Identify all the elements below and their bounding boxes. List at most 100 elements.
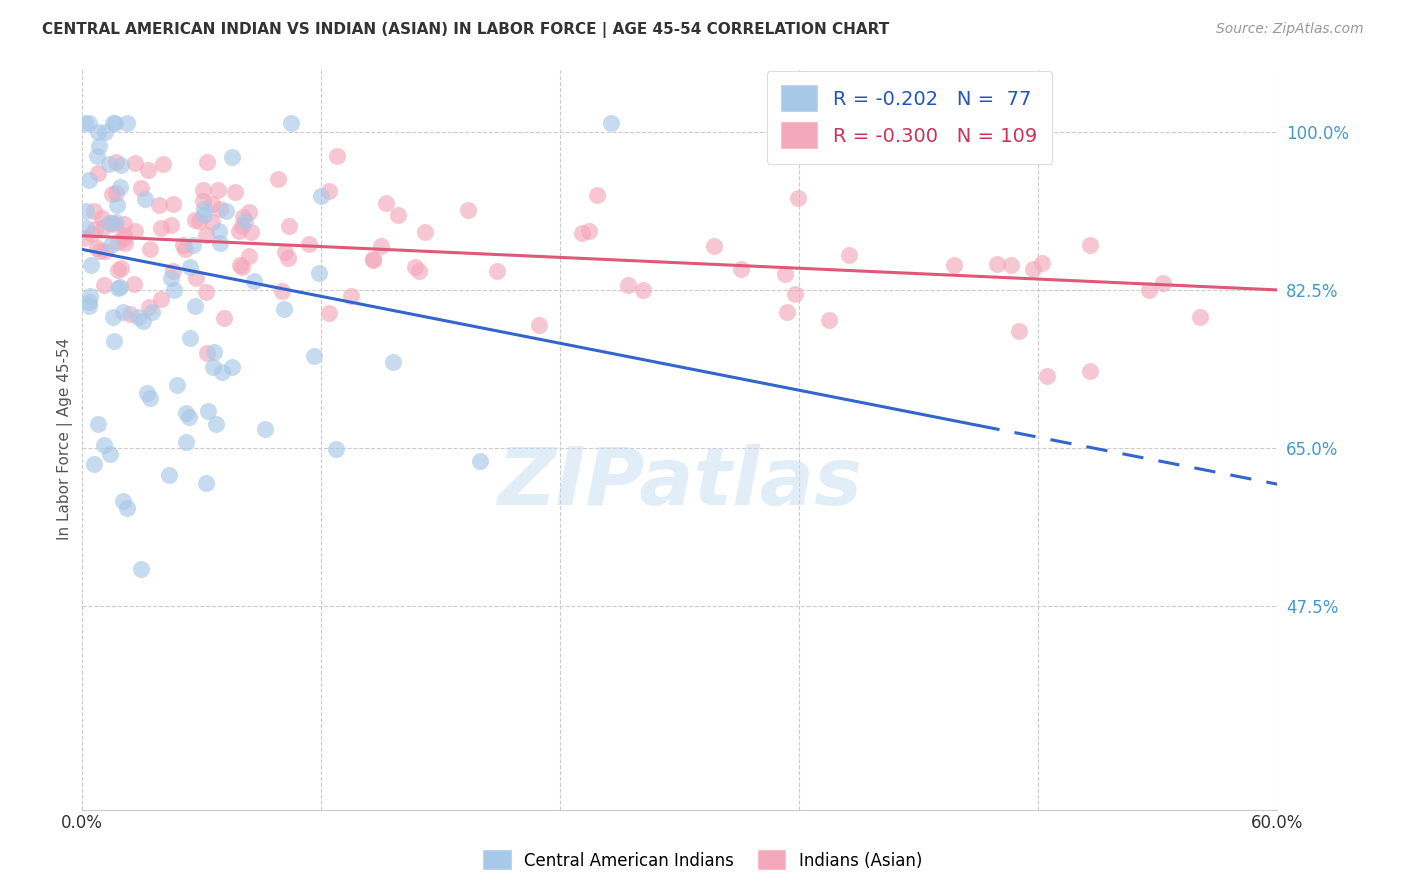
Text: CENTRAL AMERICAN INDIAN VS INDIAN (ASIAN) IN LABOR FORCE | AGE 45-54 CORRELATION: CENTRAL AMERICAN INDIAN VS INDIAN (ASIAN…	[42, 22, 890, 38]
Point	[404, 260, 426, 274]
Point	[585, 188, 607, 202]
Point	[160, 271, 183, 285]
Point	[72, 231, 94, 245]
Point	[1078, 364, 1101, 378]
Point	[93, 277, 115, 292]
Point	[75, 116, 97, 130]
Point	[194, 475, 217, 490]
Point	[363, 252, 385, 267]
Point	[408, 264, 430, 278]
Point	[124, 156, 146, 170]
Point	[105, 197, 128, 211]
Point	[104, 116, 127, 130]
Point	[108, 180, 131, 194]
Point	[599, 116, 621, 130]
Point	[103, 116, 125, 130]
Point	[325, 149, 347, 163]
Point	[318, 184, 340, 198]
Point	[212, 310, 235, 325]
Point	[101, 310, 124, 324]
Point	[111, 494, 134, 508]
Point	[486, 263, 509, 277]
Point	[271, 284, 294, 298]
Point	[94, 244, 117, 258]
Point	[83, 458, 105, 472]
Point	[381, 355, 404, 369]
Point	[943, 258, 966, 272]
Point	[79, 258, 101, 272]
Point	[374, 196, 396, 211]
Text: ZIPatlas: ZIPatlas	[496, 444, 862, 523]
Point	[174, 406, 197, 420]
Point	[195, 155, 218, 169]
Point	[76, 220, 98, 235]
Point	[89, 139, 111, 153]
Point	[150, 292, 173, 306]
Point	[193, 208, 215, 222]
Point	[208, 202, 231, 217]
Point	[1022, 261, 1045, 276]
Point	[318, 306, 340, 320]
Point	[103, 218, 125, 232]
Point	[129, 181, 152, 195]
Point	[174, 242, 197, 256]
Point	[103, 334, 125, 349]
Point	[786, 191, 808, 205]
Point	[197, 404, 219, 418]
Point	[183, 238, 205, 252]
Point	[138, 300, 160, 314]
Point	[75, 204, 97, 219]
Point	[304, 350, 326, 364]
Point	[387, 208, 409, 222]
Point	[77, 173, 100, 187]
Point	[838, 247, 860, 261]
Point	[238, 204, 260, 219]
Point	[107, 235, 129, 249]
Point	[160, 218, 183, 232]
Point	[117, 500, 139, 515]
Point	[139, 391, 162, 405]
Point	[148, 198, 170, 212]
Point	[277, 251, 299, 265]
Point	[163, 283, 186, 297]
Y-axis label: In Labor Force | Age 45-54: In Labor Force | Age 45-54	[58, 338, 73, 541]
Point	[986, 257, 1008, 271]
Point	[84, 221, 107, 235]
Point	[152, 157, 174, 171]
Point	[253, 422, 276, 436]
Point	[1008, 324, 1031, 338]
Point	[87, 417, 110, 432]
Point	[129, 562, 152, 576]
Point	[773, 267, 796, 281]
Point	[231, 260, 253, 274]
Legend: Central American Indians, Indians (Asian): Central American Indians, Indians (Asian…	[477, 845, 929, 877]
Point	[127, 310, 149, 324]
Point	[193, 202, 215, 216]
Point	[188, 213, 211, 227]
Point	[98, 216, 121, 230]
Point	[231, 219, 253, 234]
Point	[87, 166, 110, 180]
Point	[114, 236, 136, 251]
Point	[98, 157, 121, 171]
Point	[1137, 283, 1160, 297]
Point	[195, 345, 218, 359]
Point	[1000, 258, 1022, 272]
Point	[240, 225, 263, 239]
Point	[118, 307, 141, 321]
Point	[308, 266, 330, 280]
Legend: R = -0.202   N =  77, R = -0.300   N = 109: R = -0.202 N = 77, R = -0.300 N = 109	[766, 70, 1053, 163]
Point	[172, 237, 194, 252]
Point	[1188, 310, 1211, 324]
Point	[136, 163, 159, 178]
Point	[730, 261, 752, 276]
Point	[105, 154, 128, 169]
Point	[209, 235, 232, 250]
Point	[179, 331, 201, 345]
Point	[110, 279, 132, 293]
Point	[232, 210, 254, 224]
Point	[110, 260, 132, 275]
Point	[776, 304, 799, 318]
Point	[215, 204, 238, 219]
Point	[149, 220, 172, 235]
